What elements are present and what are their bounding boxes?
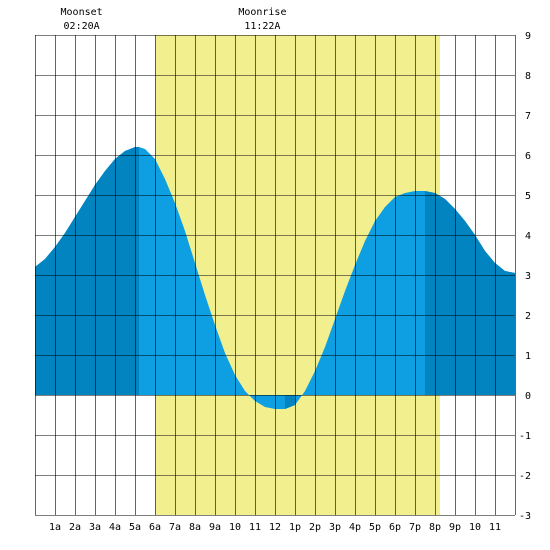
x-tick-label: 4p [349, 522, 361, 533]
x-tick-label: 3p [329, 522, 341, 533]
tide-area [35, 147, 515, 409]
moon-event-time: 11:22A [244, 21, 280, 32]
x-tick-label: 5a [129, 522, 141, 533]
y-tick-label: 1 [525, 351, 531, 362]
tide-layer [35, 147, 515, 409]
x-tick-label: 2a [69, 522, 81, 533]
x-tick-label: 10 [469, 522, 481, 533]
y-tick-labels: -3 -2 -1 0 1 2 3 4 5 6 7 8 9 [519, 31, 531, 522]
x-tick-label: 2p [309, 522, 321, 533]
moon-annotations: Moonset 02:20A Moonrise 11:22A [61, 7, 287, 32]
y-tick-label: -1 [519, 431, 531, 442]
x-tick-labels: 1a 2a 3a 4a 5a 6a 7a 8a 9a 10 11 12 1p 2p 3p 4p 5p 6p 7p 8p… [49, 522, 501, 533]
y-tick-label: 4 [525, 231, 531, 242]
y-tick-label: 6 [525, 151, 531, 162]
tide-area-night [285, 395, 295, 409]
x-tick-label: 6a [149, 522, 161, 533]
tide-area-night [425, 191, 515, 395]
y-tick-label: 0 [525, 391, 531, 402]
x-tick-label: 12 [269, 522, 281, 533]
grid-layer [35, 35, 516, 516]
x-tick-label: 10 [229, 522, 241, 533]
y-tick-label: 5 [525, 191, 531, 202]
x-tick-label: 7a [169, 522, 181, 533]
x-tick-label: 6p [389, 522, 401, 533]
x-tick-label: 9a [209, 522, 221, 533]
moon-event-label: Moonset [61, 7, 103, 18]
y-tick-label: 7 [525, 111, 531, 122]
y-tick-label: -2 [519, 471, 531, 482]
y-tick-label: 8 [525, 71, 531, 82]
tide-area-night [35, 147, 139, 395]
moon-event-time: 02:20A [64, 21, 100, 32]
x-tick-label: 1a [49, 522, 61, 533]
x-tick-label: 3a [89, 522, 101, 533]
y-tick-label: -3 [519, 511, 531, 522]
x-tick-label: 8p [429, 522, 441, 533]
x-tick-label: 1p [289, 522, 301, 533]
x-tick-label: 4a [109, 522, 121, 533]
x-tick-label: 5p [369, 522, 381, 533]
x-tick-label: 7p [409, 522, 421, 533]
y-tick-label: 3 [525, 271, 531, 282]
x-tick-label: 9p [449, 522, 461, 533]
moon-event-label: Moonrise [238, 7, 286, 18]
x-tick-label: 8a [189, 522, 201, 533]
y-tick-label: 2 [525, 311, 531, 322]
x-tick-label: 11 [489, 522, 501, 533]
y-tick-label: 9 [525, 31, 531, 42]
x-tick-label: 11 [249, 522, 261, 533]
